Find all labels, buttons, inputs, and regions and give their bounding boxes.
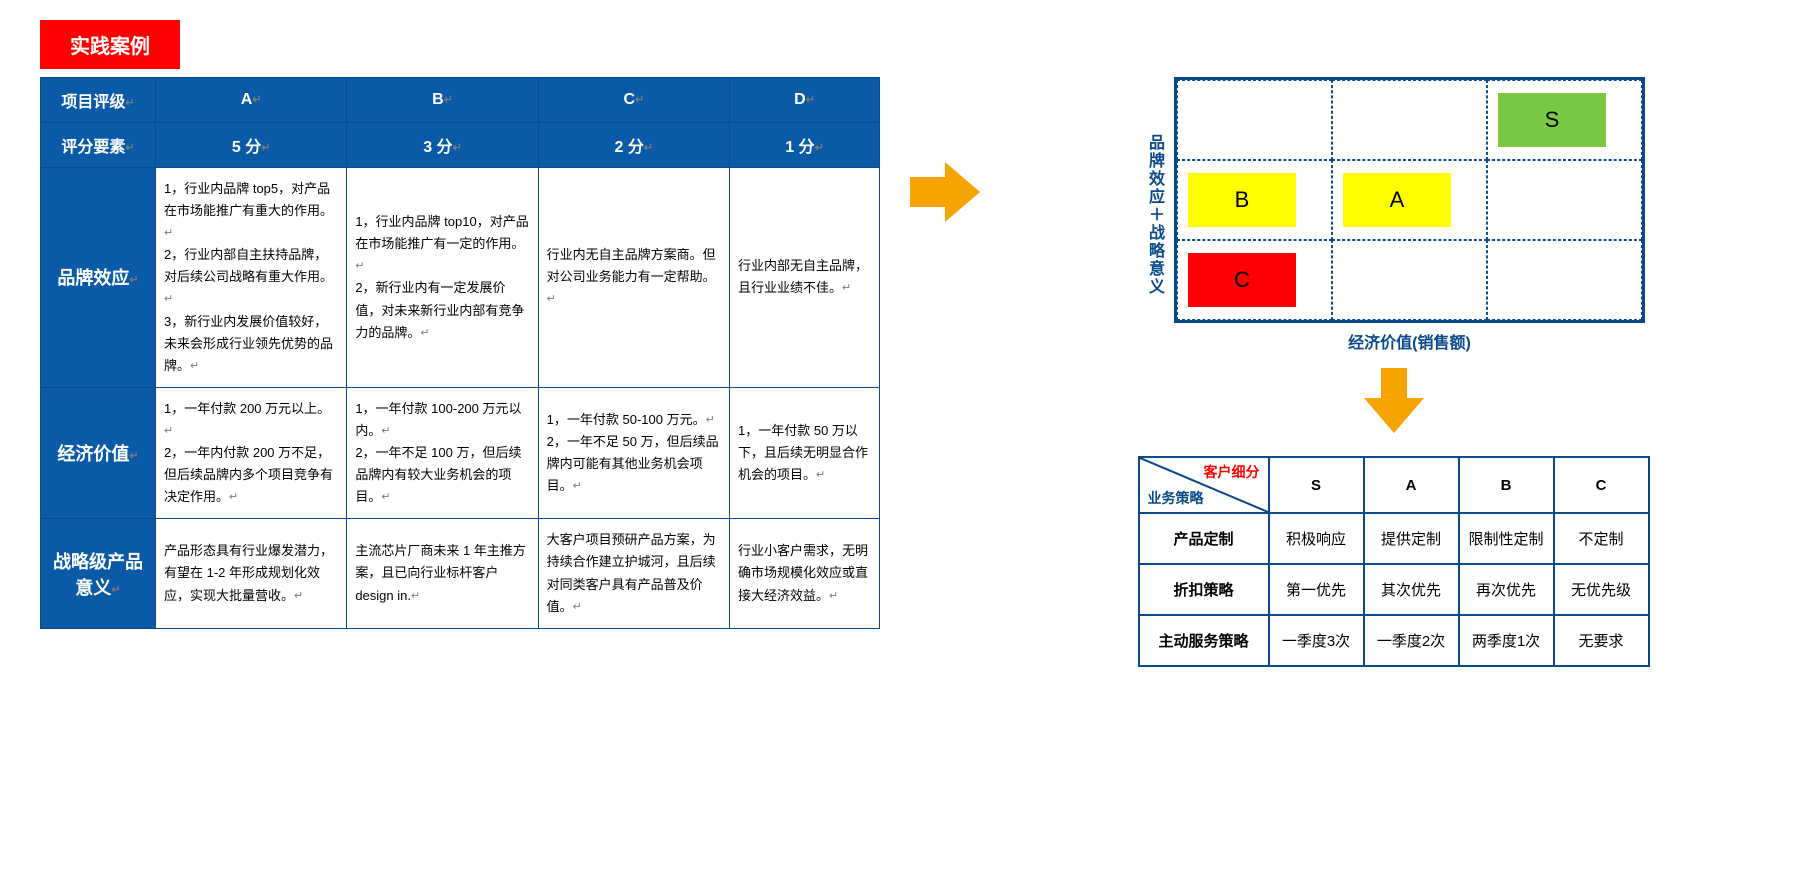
strategy-row-1-label: 折扣策略 bbox=[1139, 564, 1269, 615]
strategy-col-B: B bbox=[1459, 457, 1554, 513]
matrix-cell-1-1: A bbox=[1332, 160, 1487, 240]
matrix-cell-2-2 bbox=[1487, 240, 1642, 320]
strategy-cell-0-0: 积极响应 bbox=[1269, 513, 1364, 564]
scoring-cell-0-0: 1，行业内品牌 top5，对产品在市场能推广有重大的作用。↵2，行业内部自主扶持… bbox=[156, 168, 347, 388]
grade-B: B↵ bbox=[347, 78, 538, 123]
scoring-row-0-label: 品牌效应↵ bbox=[41, 168, 156, 388]
points-5: 5 分↵ bbox=[156, 123, 347, 168]
strategy-cell-0-1: 提供定制 bbox=[1364, 513, 1459, 564]
scoring-cell-2-2: 大客户项目预研产品方案，为持续合作建立护城河，且后续对同类客户具有产品普及价值。… bbox=[538, 519, 729, 628]
strategy-cell-0-3: 不定制 bbox=[1554, 513, 1649, 564]
scoring-cell-1-2: 1，一年付款 50-100 万元。↵2，一年不足 50 万，但后续品牌内可能有其… bbox=[538, 387, 729, 518]
matrix-cell-2-1 bbox=[1332, 240, 1487, 320]
scoring-corner-bottom: 评分要素↵ bbox=[41, 123, 156, 168]
strategy-row-0-label: 产品定制 bbox=[1139, 513, 1269, 564]
grade-A: A↵ bbox=[156, 78, 347, 123]
matrix-cell-1-2 bbox=[1487, 160, 1642, 240]
main-container: 项目评级↵ A↵ B↵ C↵ D↵ 评分要素↵ 5 分↵ 3 分↵ 2 分↵ 1… bbox=[40, 77, 1772, 667]
strategy-cell-1-1: 其次优先 bbox=[1364, 564, 1459, 615]
scoring-cell-2-0: 产品形态具有行业爆发潜力，有望在 1-2 年形成规划化效应，实现大批量营收。↵ bbox=[156, 519, 347, 628]
scoring-cell-1-0: 1，一年付款 200 万元以上。↵2，一年内付款 200 万不足，但后续品牌内多… bbox=[156, 387, 347, 518]
matrix-xlabel: 经济价值(销售额) bbox=[1174, 329, 1645, 353]
priority-matrix: S BAC bbox=[1174, 77, 1645, 323]
diag-bottom-label: 业务策略 bbox=[1148, 488, 1204, 508]
scoring-row-2-label: 战略级产品意义↵ bbox=[41, 519, 156, 628]
strategy-cell-2-3: 无要求 bbox=[1554, 615, 1649, 666]
strategy-diag-header: 客户细分 业务策略 bbox=[1139, 457, 1269, 513]
scoring-cell-0-2: 行业内无自主品牌方案商。但对公司业务能力有一定帮助。↵ bbox=[538, 168, 729, 388]
scoring-table-wrap: 项目评级↵ A↵ B↵ C↵ D↵ 评分要素↵ 5 分↵ 3 分↵ 2 分↵ 1… bbox=[40, 77, 880, 629]
strategy-table: 客户细分 业务策略 S A B C 产品定制积极响应提供定制限制性定制不定制折扣… bbox=[1138, 456, 1650, 667]
grade-C: C↵ bbox=[538, 78, 729, 123]
matrix-cell-2-0: C bbox=[1177, 240, 1332, 320]
matrix-cell-0-1 bbox=[1332, 80, 1487, 160]
scoring-cell-2-3: 行业小客户需求，无明确市场规模化效应或直接大经济效益。↵ bbox=[730, 519, 880, 628]
matrix-box-A: A bbox=[1343, 173, 1451, 227]
scoring-cell-0-1: 1，行业内品牌 top10，对产品在市场能推广有一定的作用。↵2，新行业内有一定… bbox=[347, 168, 538, 388]
strategy-cell-1-0: 第一优先 bbox=[1269, 564, 1364, 615]
practice-case-badge: 实践案例 bbox=[40, 20, 180, 69]
points-3: 3 分↵ bbox=[347, 123, 538, 168]
strategy-cell-2-2: 两季度1次 bbox=[1459, 615, 1554, 666]
matrix-cell-1-0: B bbox=[1177, 160, 1332, 240]
points-2: 2 分↵ bbox=[538, 123, 729, 168]
scoring-cell-2-1: 主流芯片厂商未来 1 年主推方案，且已向行业标杆客户 design in.↵ bbox=[347, 519, 538, 628]
strategy-cell-2-1: 一季度2次 bbox=[1364, 615, 1459, 666]
matrix-box-B: B bbox=[1188, 173, 1296, 227]
matrix-wrap: 品牌效应＋战略意义 S BAC 经济价值(销售额) bbox=[1142, 77, 1645, 353]
scoring-table: 项目评级↵ A↵ B↵ C↵ D↵ 评分要素↵ 5 分↵ 3 分↵ 2 分↵ 1… bbox=[40, 77, 880, 629]
right-column: 品牌效应＋战略意义 SBAC 经济价值(销售额) 客户细分 业务策略 S A B bbox=[1015, 77, 1772, 667]
strategy-row-2-label: 主动服务策略 bbox=[1139, 615, 1269, 666]
arrow-right-icon bbox=[910, 157, 980, 230]
strategy-cell-1-3: 无优先级 bbox=[1554, 564, 1649, 615]
matrix-box-S: S bbox=[1498, 93, 1606, 147]
matrix-cell-0-0 bbox=[1177, 80, 1332, 160]
scoring-cell-1-1: 1，一年付款 100-200 万元以内。↵2，一年不足 100 万，但后续品牌内… bbox=[347, 387, 538, 518]
strategy-cell-1-2: 再次优先 bbox=[1459, 564, 1554, 615]
matrix-box-C: C bbox=[1188, 253, 1296, 307]
strategy-col-C: C bbox=[1554, 457, 1649, 513]
scoring-cell-0-3: 行业内部无自主品牌，且行业业绩不佳。↵ bbox=[730, 168, 880, 388]
strategy-cell-2-0: 一季度3次 bbox=[1269, 615, 1364, 666]
scoring-cell-1-3: 1，一年付款 50 万以下，且后续无明显合作机会的项目。↵ bbox=[730, 387, 880, 518]
grade-D: D↵ bbox=[730, 78, 880, 123]
strategy-col-S: S bbox=[1269, 457, 1364, 513]
scoring-corner-top: 项目评级↵ bbox=[41, 78, 156, 123]
strategy-cell-0-2: 限制性定制 bbox=[1459, 513, 1554, 564]
matrix-ylabel: 品牌效应＋战略意义 bbox=[1142, 134, 1166, 296]
matrix-cell-0-2: S bbox=[1487, 80, 1642, 160]
diag-top-label: 客户细分 bbox=[1204, 462, 1260, 482]
scoring-row-1-label: 经济价值↵ bbox=[41, 387, 156, 518]
strategy-col-A: A bbox=[1364, 457, 1459, 513]
arrow-down-icon bbox=[1359, 368, 1429, 436]
points-1: 1 分↵ bbox=[730, 123, 880, 168]
